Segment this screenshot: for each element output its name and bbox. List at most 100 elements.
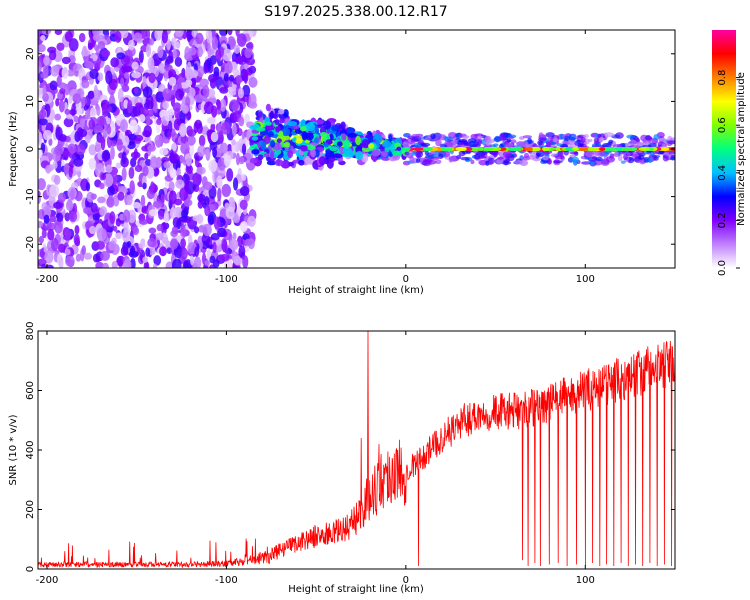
spectrogram-cell <box>236 235 243 247</box>
spectrogram-cell <box>106 117 111 125</box>
colorbar-label: Normalized spectral amplitude <box>736 72 747 226</box>
spectrogram-cell <box>218 130 224 144</box>
spectrogram-cell <box>70 158 75 166</box>
spectrogram-cell <box>75 253 82 262</box>
spectrogram-cell <box>181 209 188 219</box>
spectrogram-cell <box>572 147 579 151</box>
spectrogram-cell <box>608 139 614 144</box>
spectrogram-cell <box>127 133 137 141</box>
spectrogram-cell <box>38 60 42 74</box>
spectrogram-cell <box>110 146 115 160</box>
spectrogram-cell <box>123 72 130 79</box>
spectrogram-cell <box>164 64 173 71</box>
spectrogram-cell <box>281 127 291 137</box>
spectrogram-cell <box>224 61 233 74</box>
snr-x-tick-label: 0 <box>403 575 409 586</box>
spectrogram-cell <box>145 261 150 268</box>
spectrogram-cell <box>140 194 146 208</box>
spectrogram-cell <box>295 138 303 144</box>
spectrogram-cell <box>355 150 364 161</box>
snr-line <box>38 331 675 569</box>
colorbar-tick-label: 0.0 <box>717 260 728 276</box>
spectrogram-cell <box>257 154 264 161</box>
spectrogram-cell <box>164 110 173 122</box>
spectrogram-cell <box>221 239 228 253</box>
spectrogram-cell <box>47 229 55 241</box>
spectrogram-cell <box>147 109 155 117</box>
spectrogram-cell <box>583 134 589 139</box>
spectrogram-cell <box>258 111 263 119</box>
spectrogram-cell <box>464 147 473 151</box>
spectrogram-cell <box>212 241 217 254</box>
spectrogram-cell <box>93 124 104 135</box>
spectrogram-cell <box>248 77 258 88</box>
spectrogram-cell <box>599 136 605 142</box>
spectrogram-cell <box>173 207 184 218</box>
spectrogram-cell <box>145 247 151 257</box>
spectrogram-cell <box>217 227 227 238</box>
spectrogram-cell <box>244 48 252 59</box>
snr-y-tick-label: 600 <box>25 381 36 400</box>
spectrogram-cell <box>56 42 65 51</box>
spectrogram-cell <box>186 135 196 146</box>
spectrogram-cell <box>154 134 164 147</box>
spectrogram-cell <box>292 124 300 130</box>
spectrogram-cell <box>215 49 222 62</box>
spectrogram-cell <box>180 142 190 155</box>
spectrogram-cell <box>579 143 584 148</box>
spectrogram-cell <box>275 125 281 133</box>
spectrogram-cell <box>155 91 165 103</box>
spectrogram-cell <box>41 263 47 268</box>
spectrogram-y-tick-label: 10 <box>25 95 36 108</box>
spectrogram-cell <box>207 117 216 124</box>
spectrogram-cell <box>207 43 212 58</box>
spectrogram-cell <box>90 193 97 200</box>
spectrogram-cell <box>150 181 155 193</box>
spectrogram-cell <box>206 57 212 70</box>
spectrogram-cell <box>147 237 157 248</box>
spectrogram-cell <box>626 134 636 139</box>
spectrogram-cell <box>331 124 340 132</box>
spectrogram-cell <box>88 158 97 170</box>
spectrogram-cell <box>159 246 167 257</box>
spectrogram-cell <box>232 239 239 249</box>
spectrogram-cell <box>421 147 433 151</box>
spectrogram-cell <box>244 238 253 247</box>
spectrogram-cell <box>493 152 498 158</box>
colorbar-tick-label: 0.2 <box>717 212 728 228</box>
spectrogram-cell <box>189 87 196 98</box>
spectrogram-cell <box>129 245 136 257</box>
spectrogram-cell <box>78 32 86 43</box>
spectrogram-cell <box>219 208 228 219</box>
spectrogram-cell <box>193 121 199 134</box>
spectrogram-cell <box>180 225 187 239</box>
spectrogram-cell <box>524 147 534 151</box>
spectrogram-cell <box>176 167 182 177</box>
spectrogram-cell <box>89 107 97 118</box>
spectrogram-cell <box>552 138 558 143</box>
spectrogram-cell <box>244 113 250 124</box>
spectrogram-cell <box>96 105 101 116</box>
spectrogram-cell <box>219 87 229 94</box>
spectrogram-cell <box>132 226 140 236</box>
spectrogram-cell <box>138 242 146 249</box>
spectrogram-cell <box>460 156 470 161</box>
spectrogram-cell <box>585 150 595 158</box>
spectrogram-cell <box>163 161 171 169</box>
spectrogram-cell <box>553 159 560 164</box>
spectrogram-cell <box>496 159 504 164</box>
spectrogram-cell <box>242 255 249 268</box>
spectrogram-cell <box>45 164 52 174</box>
spectrogram-cell <box>38 190 41 198</box>
spectrogram-cell <box>425 154 435 159</box>
spectrogram-cell <box>196 166 206 175</box>
spectrogram-cell <box>152 166 160 177</box>
spectrogram-cell <box>248 65 257 74</box>
spectrogram-cell <box>605 147 617 151</box>
spectrogram-cell <box>68 95 73 104</box>
spectrogram-cell <box>239 185 250 197</box>
spectrogram-cell <box>115 218 122 227</box>
spectrogram-cell <box>133 87 139 94</box>
spectrogram-cell <box>263 153 270 158</box>
